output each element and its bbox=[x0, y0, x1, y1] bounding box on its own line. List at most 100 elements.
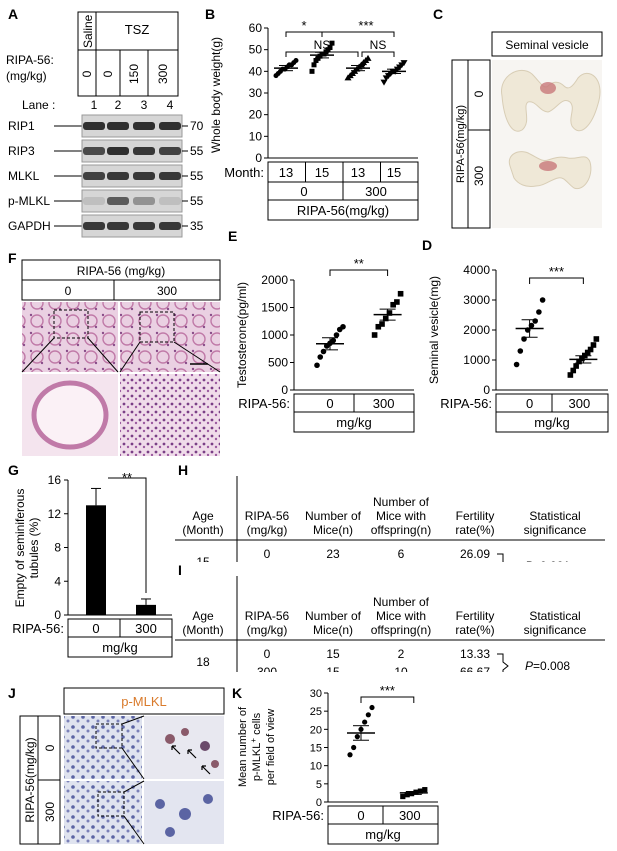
western-blot-panel: Saline TSZ RIPA-56: (mg/kg) 0 0 150 300 Lan… bbox=[6, 11, 204, 238]
table-header: Age bbox=[192, 509, 214, 523]
panel-label-f: F bbox=[8, 250, 17, 266]
table-header: Fertility bbox=[456, 509, 495, 523]
unit-label: mg/kg bbox=[534, 415, 569, 430]
significance-label: *** bbox=[358, 18, 373, 33]
blot-label-rip1: RIP1 bbox=[8, 119, 35, 133]
table-header: significance bbox=[524, 623, 587, 637]
panel-j-row-0: 0 bbox=[43, 744, 57, 751]
table-header: Age bbox=[192, 609, 214, 623]
table-cell: 26.09 bbox=[460, 547, 490, 561]
category-label: 0 bbox=[526, 396, 533, 411]
data-point bbox=[382, 315, 389, 322]
significance-label: NS bbox=[370, 38, 387, 52]
data-point bbox=[517, 348, 524, 354]
p-value: P=0.001 bbox=[525, 559, 570, 562]
data-point bbox=[579, 355, 585, 362]
panel-label-i: I bbox=[178, 562, 182, 578]
bar bbox=[86, 505, 106, 615]
group-label: RIPA-56: bbox=[12, 621, 64, 636]
age-value: 18 bbox=[196, 655, 210, 669]
significance-label: NS bbox=[314, 38, 331, 52]
table-cell: 0 bbox=[264, 647, 271, 661]
panel-f-header: RIPA-56 (mg/kg) bbox=[77, 264, 165, 278]
blot-band bbox=[159, 147, 181, 155]
y-axis-label-line1: Mean number of bbox=[237, 706, 249, 787]
panel-label-b: B bbox=[205, 6, 216, 22]
data-point bbox=[354, 734, 360, 740]
y-tick-label: 1000 bbox=[261, 328, 288, 342]
data-point bbox=[317, 354, 324, 360]
data-point bbox=[400, 793, 406, 800]
panel-j-row-300: 300 bbox=[43, 802, 57, 822]
month-label: 15 bbox=[315, 165, 329, 180]
panel-label-g: G bbox=[8, 462, 19, 478]
table-cell: 15 bbox=[326, 647, 340, 661]
data-point bbox=[513, 361, 520, 368]
data-point bbox=[327, 45, 333, 50]
blot-band bbox=[159, 172, 181, 180]
y-tick-label: 20 bbox=[249, 108, 263, 122]
y-tick-label: 60 bbox=[249, 21, 263, 35]
panel-label-c: C bbox=[433, 6, 444, 22]
blot-label-mlkl: MLKL bbox=[8, 169, 40, 183]
blot-band bbox=[83, 197, 105, 205]
y-tick-label: 2000 bbox=[261, 273, 288, 287]
table-header: rate(%) bbox=[455, 623, 494, 637]
lane-label: Lane : bbox=[22, 98, 55, 112]
panel-label-d: D bbox=[422, 237, 433, 253]
table-header: Number of bbox=[373, 495, 430, 509]
y-tick-label: 0 bbox=[316, 797, 322, 809]
panel-c-ylabel: RIPA-56(mg/kg) bbox=[455, 105, 467, 183]
age-value: 15 bbox=[196, 555, 210, 562]
table-header: Number of bbox=[305, 509, 362, 523]
saline-label: Saline bbox=[81, 14, 95, 48]
table-header: Statistical bbox=[529, 509, 580, 523]
data-point bbox=[379, 321, 385, 327]
unit-label: mg/kg bbox=[102, 640, 137, 655]
blot-band bbox=[83, 122, 105, 130]
ihc-control-low bbox=[64, 716, 142, 779]
y-tick-label: 40 bbox=[249, 64, 263, 78]
data-point bbox=[573, 363, 579, 369]
table-cell: 2 bbox=[398, 647, 405, 661]
y-tick-label: 0 bbox=[255, 151, 262, 165]
y-tick-label: 4 bbox=[54, 574, 61, 588]
panel-f-col-0: 0 bbox=[65, 284, 72, 298]
category-label: 300 bbox=[399, 808, 421, 823]
panel-j-ylabel: RIPA-56(mg/kg) bbox=[23, 737, 37, 822]
unit-label: mg/kg bbox=[336, 415, 371, 430]
y-tick-label: 10 bbox=[249, 129, 263, 143]
table-cell: 23 bbox=[326, 547, 340, 561]
y-tick-label: 2000 bbox=[463, 323, 490, 337]
y-tick-label: 5 bbox=[316, 779, 322, 791]
y-axis-label-line2: tubules (%) bbox=[27, 518, 41, 579]
y-tick-label: 3000 bbox=[463, 293, 490, 307]
table-cell: 10 bbox=[394, 665, 408, 672]
data-point bbox=[397, 290, 404, 297]
data-point bbox=[386, 310, 393, 316]
panel-c-row-0: 0 bbox=[472, 90, 486, 97]
blot-band bbox=[83, 172, 105, 180]
data-point bbox=[314, 362, 320, 369]
histology-panel: RIPA-56 (mg/kg) 0 300 bbox=[21, 259, 221, 456]
dose-label: 0 bbox=[300, 184, 307, 199]
table-header: (Month) bbox=[182, 623, 223, 637]
table-cell: 15 bbox=[326, 665, 340, 672]
y-tick-label: 0 bbox=[483, 383, 490, 397]
blot-band bbox=[159, 122, 181, 130]
table-header: offspring(n) bbox=[371, 523, 431, 537]
data-point bbox=[422, 787, 428, 793]
data-point bbox=[593, 336, 600, 342]
data-point bbox=[333, 332, 340, 338]
panel-label-a: A bbox=[8, 6, 19, 22]
y-tick-label: 0 bbox=[54, 608, 61, 622]
blot-kda: 70 bbox=[190, 119, 204, 133]
fertility-table-18-months: Age(Month)RIPA-56(mg/kg)Number ofMice(n)… bbox=[175, 576, 605, 672]
y-tick-label: 16 bbox=[48, 473, 62, 487]
fertility-table-15-months: Age(Month)RIPA-56(mg/kg)Number ofMice(n)… bbox=[175, 476, 605, 562]
data-point bbox=[369, 704, 375, 711]
significance-label: ** bbox=[122, 470, 132, 485]
data-point bbox=[365, 712, 371, 718]
blot-label-p-mlkl: p-MLKL bbox=[8, 194, 50, 208]
